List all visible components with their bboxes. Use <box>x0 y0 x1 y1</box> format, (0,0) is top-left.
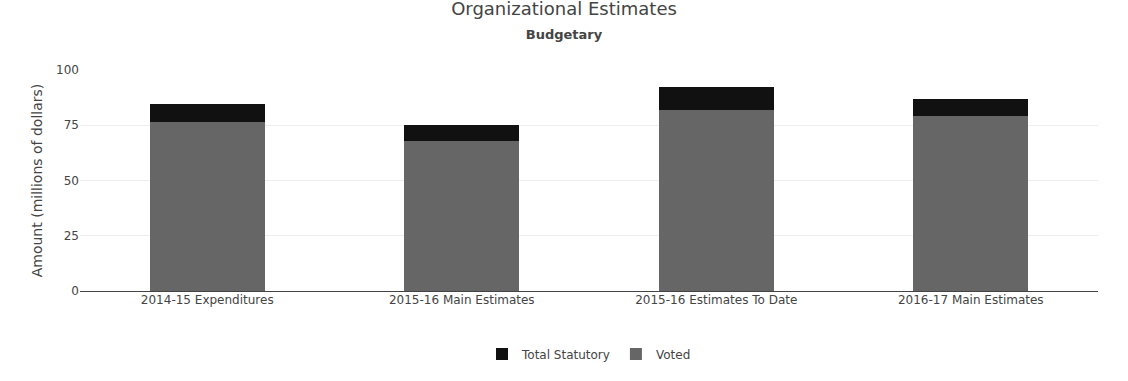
svg-text:2015-16 Main Estimates: 2015-16 Main Estimates <box>389 293 535 307</box>
svg-text:100: 100 <box>56 63 79 77</box>
svg-text:Amount (millions of dollars): Amount (millions of dollars) <box>29 84 45 278</box>
svg-text:75: 75 <box>64 118 79 132</box>
svg-text:Voted: Voted <box>656 348 690 362</box>
svg-text:2016-17 Main Estimates: 2016-17 Main Estimates <box>898 293 1044 307</box>
svg-text:0: 0 <box>71 284 79 298</box>
svg-text:2014-15 Expenditures: 2014-15 Expenditures <box>141 293 274 307</box>
svg-text:Organizational EstimatesBudget: Organizational EstimatesBudgetary <box>451 0 677 42</box>
svg-text:2015-16 Estimates To Date: 2015-16 Estimates To Date <box>635 293 797 307</box>
svg-text:Total Statutory: Total Statutory <box>521 348 610 362</box>
svg-text:25: 25 <box>64 229 79 243</box>
svg-text:50: 50 <box>64 174 79 188</box>
